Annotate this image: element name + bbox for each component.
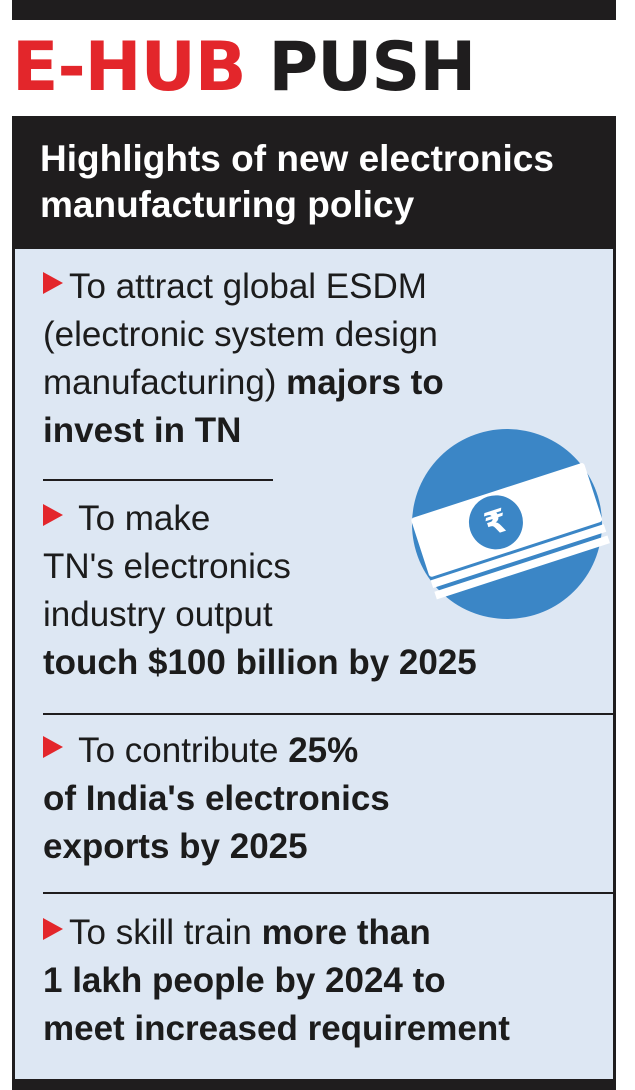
headline-part1: E-HUB <box>12 28 247 107</box>
headline: E-HUB PUSH <box>12 22 476 114</box>
red-arrow-bullet-icon <box>43 918 63 940</box>
red-arrow-bullet-icon <box>43 736 63 758</box>
item-text-bold: exports by 2025 <box>43 827 308 866</box>
item-divider <box>43 479 273 481</box>
item-text: To attract global ESDM <box>69 267 427 306</box>
item-text: To contribute <box>69 731 289 770</box>
red-arrow-bullet-icon <box>43 272 63 294</box>
top-bar <box>12 0 616 20</box>
item-line: exports by 2025 <box>43 823 390 871</box>
item-text: industry output <box>43 595 273 634</box>
highlight-item-3: To contribute 25% of India's electronics… <box>43 727 390 871</box>
item-text-bold: more than <box>261 913 431 952</box>
item-text: (electronic system design <box>43 315 438 354</box>
item-text-bold: majors to <box>286 363 444 402</box>
item-text-bold: meet increased requirement <box>43 1009 510 1048</box>
item-line: manufacturing) majors to <box>43 359 444 407</box>
header-line-1: Highlights of new electronics <box>40 138 554 179</box>
header-line-2: manufacturing policy <box>40 184 415 225</box>
item-divider <box>43 892 613 894</box>
item-divider <box>43 713 613 715</box>
item-line: (electronic system design <box>43 311 444 359</box>
item-text-bold: of India's electronics <box>43 779 390 818</box>
item-line: meet increased requirement <box>43 1005 510 1053</box>
item-line: touch $100 billion by 2025 <box>43 639 477 687</box>
item-line: To attract global ESDM <box>43 263 444 311</box>
item-text: TN's electronics <box>43 547 291 586</box>
item-line: To make <box>43 495 477 543</box>
item-text: manufacturing) <box>43 363 287 402</box>
item-text-bold: touch $100 billion by 2025 <box>43 643 477 682</box>
item-line: To contribute 25% <box>43 727 390 775</box>
headline-part2: PUSH <box>268 28 476 107</box>
item-line: To skill train more than <box>43 909 510 957</box>
item-line: 1 lakh people by 2024 to <box>43 957 510 1005</box>
item-line: of India's electronics <box>43 775 390 823</box>
highlight-item-2: To make TN's electronics industry output… <box>43 495 477 687</box>
item-text-bold: 25% <box>288 731 359 770</box>
item-line: invest in TN <box>43 407 444 455</box>
item-text: To skill train <box>69 913 262 952</box>
item-text-bold: invest in TN <box>43 411 242 450</box>
rupee-banknotes-icon: ₹ <box>411 429 610 619</box>
item-text-bold: 1 lakh people by 2024 to <box>43 961 446 1000</box>
highlight-item-4: To skill train more than 1 lakh people b… <box>43 909 510 1053</box>
red-arrow-bullet-icon <box>43 504 63 526</box>
highlight-item-1: To attract global ESDM (electronic syste… <box>43 263 444 455</box>
item-line: TN's electronics <box>43 543 477 591</box>
header-box: Highlights of new electronics manufactur… <box>12 116 616 249</box>
bottom-bar <box>12 1079 616 1090</box>
item-text: To make <box>69 499 211 538</box>
highlights-panel: To attract global ESDM (electronic syste… <box>12 249 616 1079</box>
item-line: industry output <box>43 591 477 639</box>
